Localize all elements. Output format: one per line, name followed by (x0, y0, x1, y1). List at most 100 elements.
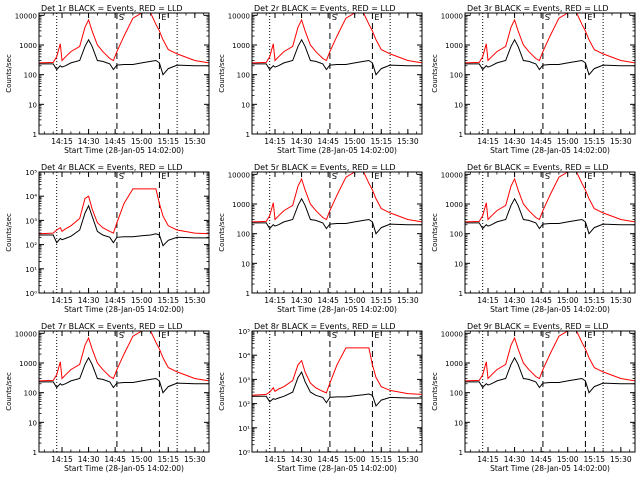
panel-det-6: S E 1 10 100 1000 10000 14:15 14:30 14:45 15:00 15:… (431, 163, 636, 314)
series-lld-line (465, 331, 635, 382)
y-axis-label: Counts/sec (431, 372, 439, 411)
y-tick-label: 1000 (19, 360, 37, 368)
x-tick-label: 14:45 (104, 137, 126, 146)
x-axis-label: Start Time (28-Jan-05 14:02:00) (490, 146, 610, 155)
x-tick-label: 14:45 (317, 455, 339, 464)
x-axis-label: Start Time (28-Jan-05 14:02:00) (490, 305, 610, 314)
panel-title: Det 7r BLACK = Events, RED = LLD (41, 322, 183, 331)
series-events-line (252, 38, 422, 76)
y-tick-label: 100 (450, 72, 463, 80)
y-tick-label: 10 (241, 101, 250, 109)
x-tick-label: 15:00 (344, 296, 366, 305)
x-tick-label: 15:15 (157, 455, 179, 464)
y-tick-label: 100 (237, 231, 250, 239)
x-tick-label: 14:15 (264, 296, 286, 305)
panel-title: Det 8r BLACK = Events, RED = LLD (254, 322, 396, 331)
x-tick-label: 15:30 (397, 296, 419, 305)
series-events-line (252, 197, 422, 235)
x-tick-label: 14:45 (104, 296, 126, 305)
x-tick-label: 14:15 (264, 455, 286, 464)
y-tick-label: 1000 (19, 42, 37, 50)
marker-label-e: E (161, 172, 166, 181)
x-tick-label: 14:30 (78, 296, 100, 305)
y-tick-label: 10000 (15, 330, 37, 338)
panel-title: Det 6r BLACK = Events, RED = LLD (467, 163, 609, 172)
x-tick-label: 14:15 (477, 455, 499, 464)
y-tick-label: 1 (246, 290, 250, 298)
x-tick-label: 14:30 (504, 296, 526, 305)
y-tick-label: 10000 (228, 12, 250, 20)
panel-title: Det 2r BLACK = Events, RED = LLD (254, 4, 396, 13)
x-tick-label: 15:00 (557, 296, 579, 305)
x-tick-label: 15:30 (610, 137, 632, 146)
marker-label-e: E (587, 172, 592, 181)
marker-label-s: S (119, 331, 124, 340)
x-tick-label: 15:00 (557, 137, 579, 146)
y-tick-label: 10 (454, 419, 463, 427)
x-tick-label: 14:15 (51, 455, 73, 464)
series-lld-line (465, 13, 635, 64)
y-tick-label: 100 (24, 72, 37, 80)
y-tick-label: 10 (28, 101, 37, 109)
marker-label-s: S (332, 172, 337, 181)
marker-label-e: E (587, 331, 592, 340)
x-tick-label: 15:30 (610, 296, 632, 305)
series-events-line (465, 38, 635, 76)
y-tick-label: 10³ (238, 376, 250, 384)
x-axis-label: Start Time (28-Jan-05 14:02:00) (64, 146, 184, 155)
x-tick-label: 14:45 (317, 137, 339, 146)
y-tick-label: 10 (454, 260, 463, 268)
x-tick-label: 15:30 (184, 455, 206, 464)
x-tick-label: 15:00 (131, 137, 153, 146)
y-tick-label: 10¹ (25, 266, 37, 274)
x-tick-label: 15:15 (583, 455, 605, 464)
x-tick-label: 14:30 (504, 137, 526, 146)
y-tick-label: 1 (33, 131, 37, 139)
x-axis-label: Start Time (28-Jan-05 14:02:00) (277, 464, 397, 473)
x-tick-label: 14:30 (291, 455, 313, 464)
panel-det-3: S E 1 10 100 1000 10000 14:15 14:30 14:45 15:00 15:… (431, 4, 636, 155)
x-tick-label: 15:00 (131, 296, 153, 305)
x-tick-label: 15:15 (370, 137, 392, 146)
x-tick-label: 14:30 (78, 455, 100, 464)
marker-label-s: S (119, 13, 124, 22)
x-tick-label: 14:30 (291, 137, 313, 146)
panel-title: Det 4r BLACK = Events, RED = LLD (41, 163, 183, 172)
panel-title: Det 1r BLACK = Events, RED = LLD (41, 4, 183, 13)
marker-label-e: E (161, 331, 166, 340)
x-axis-label: Start Time (28-Jan-05 14:02:00) (277, 146, 397, 155)
marker-label-s: S (545, 13, 550, 22)
x-tick-label: 15:30 (610, 455, 632, 464)
y-axis-label: Counts/sec (431, 54, 439, 93)
y-tick-label: 1000 (445, 360, 463, 368)
x-tick-label: 14:15 (477, 296, 499, 305)
y-axis-label: Counts/sec (5, 372, 13, 411)
y-tick-label: 1 (246, 131, 250, 139)
y-tick-label: 1000 (445, 201, 463, 209)
panel-det-1: S E 1 10 100 1000 10000 14:15 14:30 14:45 15:00 15:… (5, 4, 210, 155)
series-events-line (465, 197, 635, 235)
series-lld-line (252, 172, 422, 223)
series-events-line (39, 204, 209, 247)
x-tick-label: 14:15 (264, 137, 286, 146)
x-tick-label: 15:15 (370, 296, 392, 305)
marker-label-e: E (161, 13, 166, 22)
y-tick-label: 10¹ (238, 425, 250, 433)
x-tick-label: 14:45 (530, 137, 552, 146)
panel-det-9: S E 1 10 100 1000 10000 14:15 14:30 14:45 15:00 15:… (431, 322, 636, 473)
y-tick-label: 10000 (228, 171, 250, 179)
x-tick-label: 15:00 (344, 455, 366, 464)
x-axis-label: Start Time (28-Jan-05 14:02:00) (490, 464, 610, 473)
y-tick-label: 10000 (441, 12, 463, 20)
y-tick-label: 1 (459, 449, 463, 457)
panel-det-2: S E 1 10 100 1000 10000 14:15 14:30 14:45 15:00 15:… (218, 4, 423, 155)
y-tick-label: 10⁰ (25, 290, 37, 298)
x-tick-label: 15:30 (397, 455, 419, 464)
series-events-line (39, 38, 209, 76)
series-lld-line (39, 188, 209, 235)
y-tick-label: 10³ (25, 217, 37, 225)
x-tick-label: 14:30 (78, 137, 100, 146)
y-tick-label: 10⁵ (25, 169, 37, 177)
x-tick-label: 15:00 (131, 455, 153, 464)
